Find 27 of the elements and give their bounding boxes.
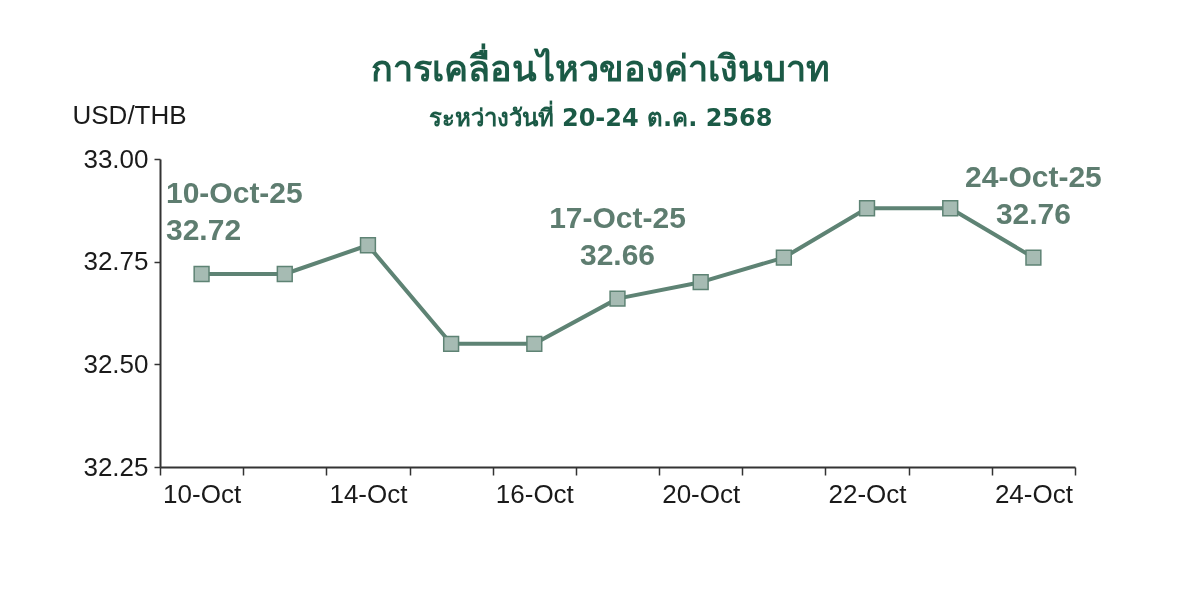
y-tick-label: 32.25 — [83, 451, 149, 482]
y-axis-title: USD/THB — [72, 99, 187, 130]
point — [858, 200, 876, 217]
x-tick-label: 20-Oct — [662, 478, 741, 509]
x-tick-label: 24-Oct — [994, 478, 1074, 509]
x-tick-label: 22-Oct — [828, 478, 908, 509]
x-tick-label: 14-Oct — [329, 478, 409, 509]
point — [775, 249, 793, 266]
point — [942, 200, 959, 217]
annotation: 24-Oct-25 32.76 — [965, 159, 1102, 230]
chart-subtitle: ระหว่างวันที่ 20-24 ต.ค. 2568 — [428, 100, 773, 132]
point — [1025, 249, 1042, 266]
x-tick-label: 10-Oct — [163, 478, 242, 509]
point — [442, 335, 460, 352]
y-tick-label: 32.75 — [83, 246, 149, 277]
x-tick-label: 16-Oct — [495, 478, 575, 509]
chart-title: การเคลื่อนไหวของค่าเงินบาท — [371, 43, 830, 89]
annotation: 10-Oct-25 32.72 — [166, 175, 303, 246]
point — [692, 274, 709, 291]
point — [193, 265, 210, 283]
annotation: 17-Oct-25 32.66 — [549, 200, 686, 271]
point — [609, 290, 626, 307]
point — [276, 265, 293, 283]
point — [359, 237, 377, 254]
y-tick-label: 33.00 — [83, 143, 149, 174]
point — [526, 335, 543, 352]
y-tick-label: 32.50 — [83, 348, 149, 379]
